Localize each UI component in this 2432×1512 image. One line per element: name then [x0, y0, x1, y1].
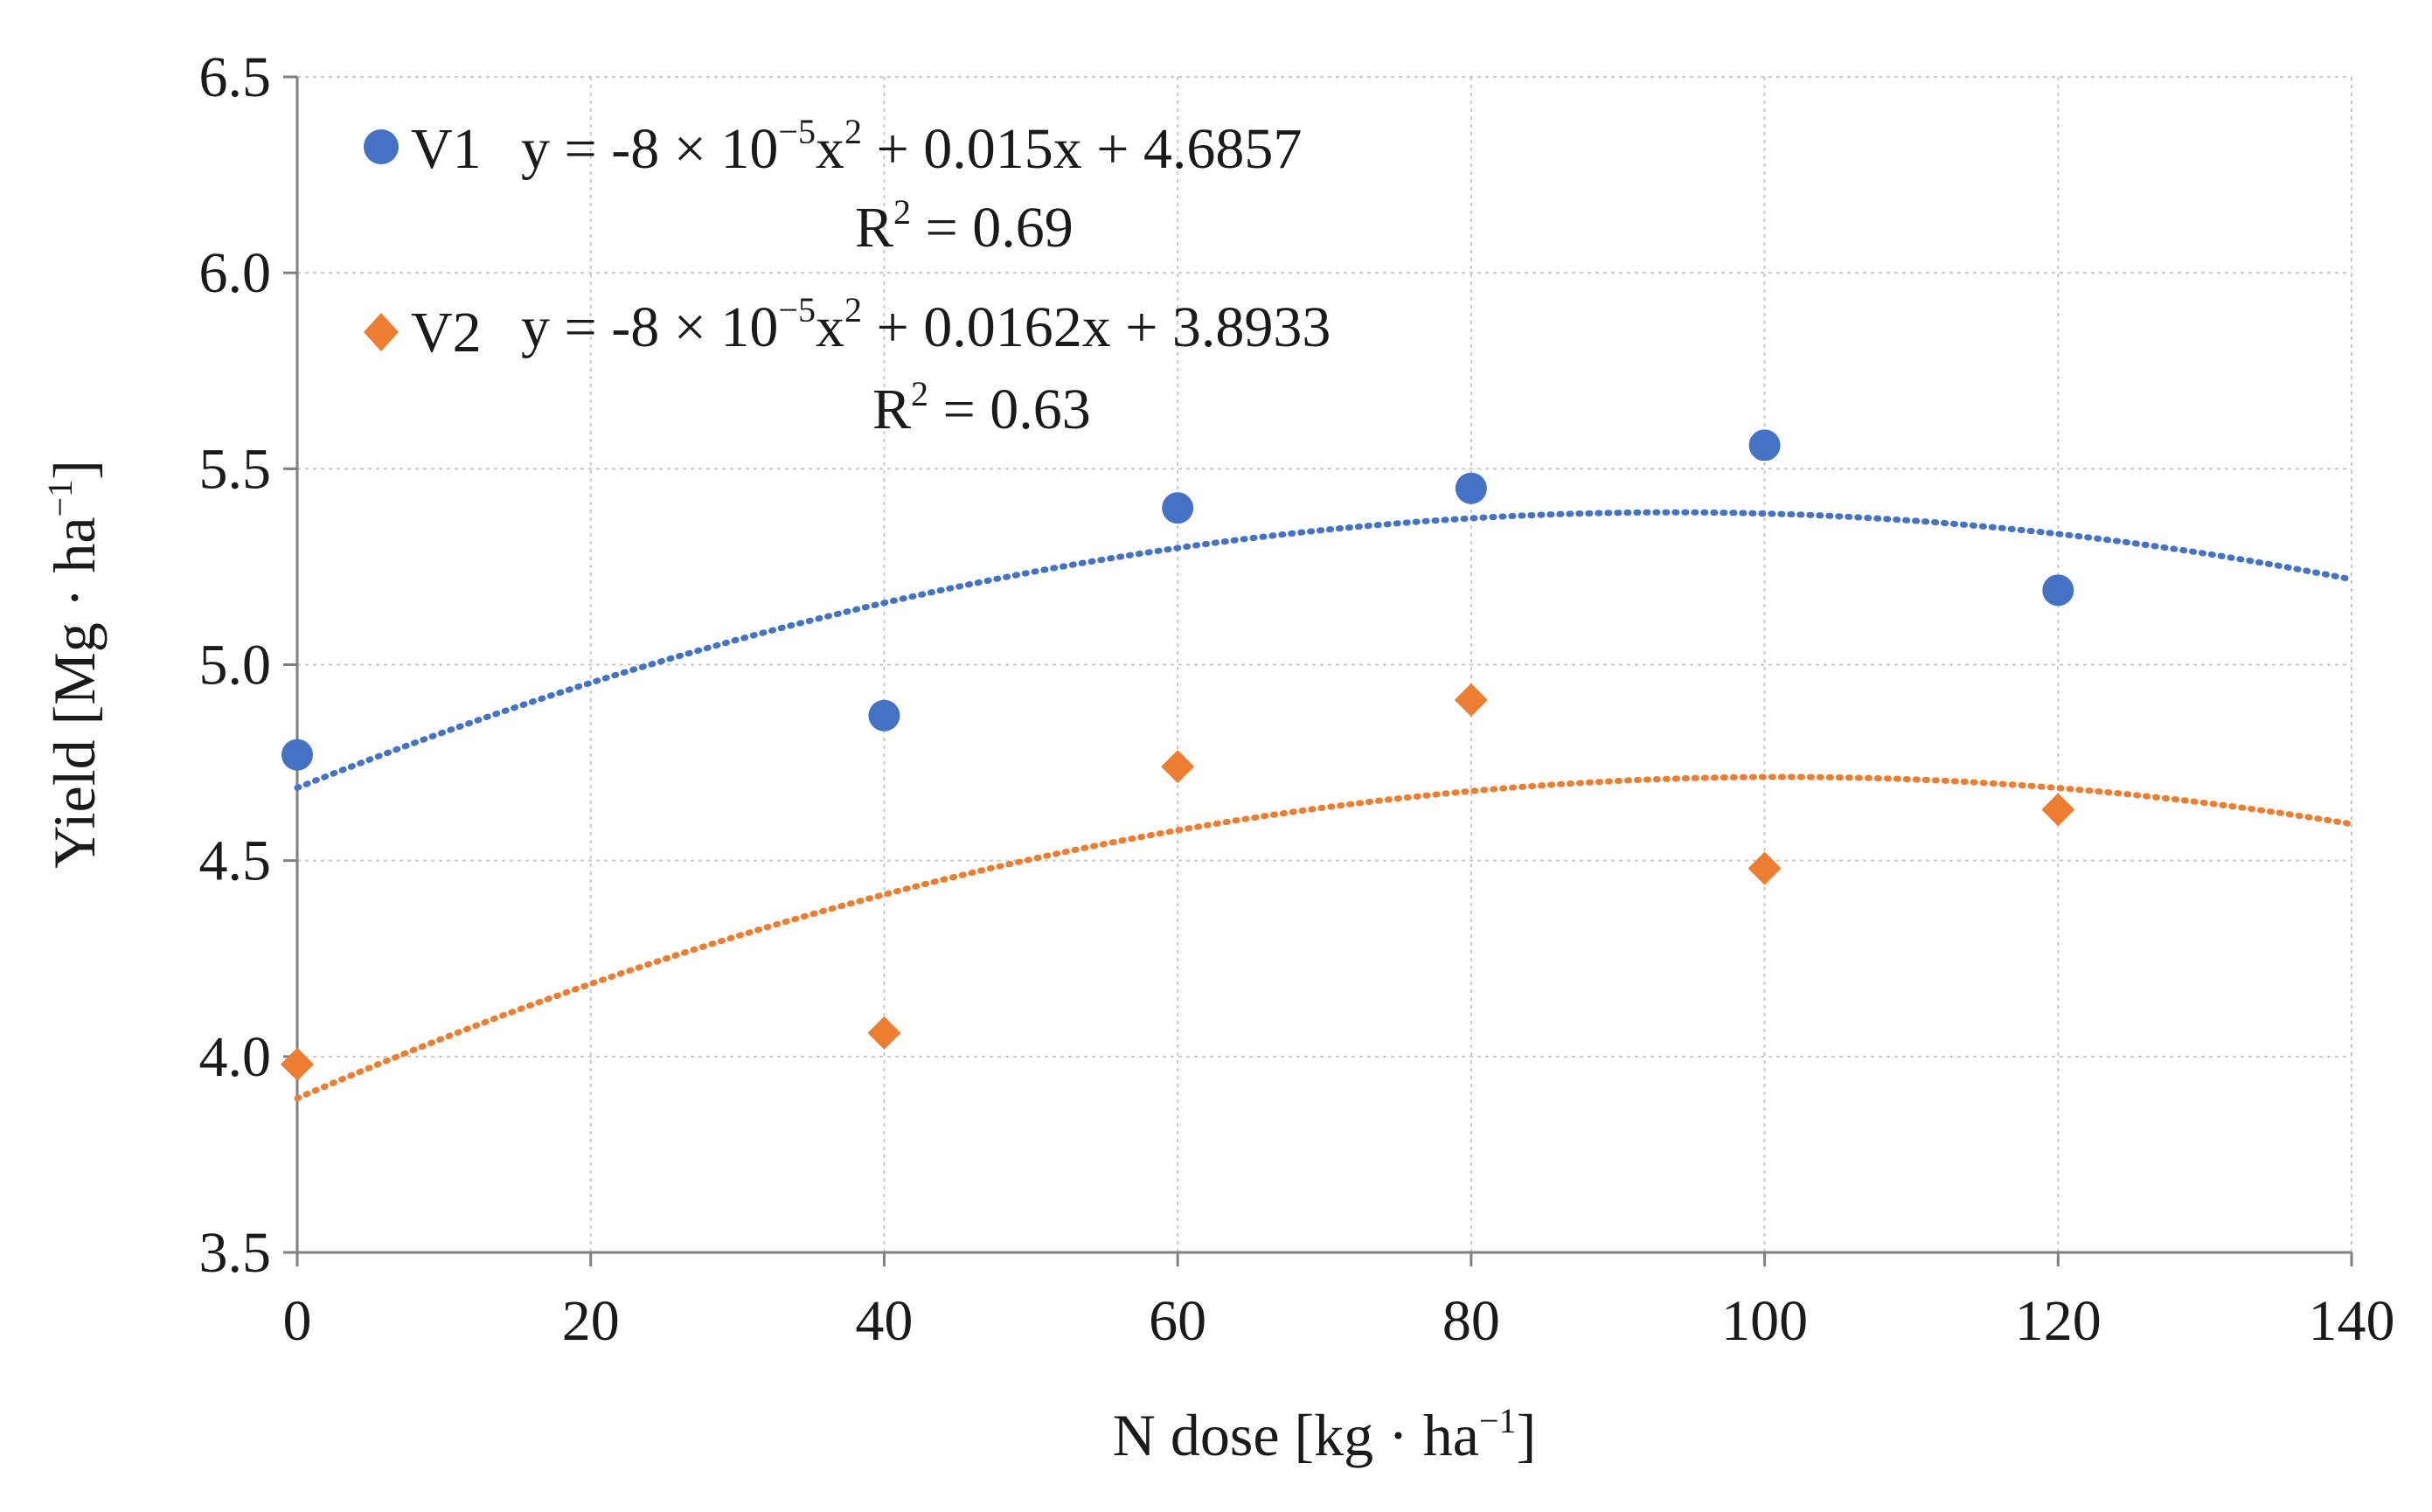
y-axis-title: Yield [Mg · ha−1]: [40, 460, 108, 868]
point-v1: [1748, 429, 1781, 461]
legend-v2-diamond-marker: [364, 313, 399, 351]
trendline-v1: [294, 509, 2355, 791]
point-v2: [1454, 683, 1488, 717]
x-tick-label: 60: [1149, 1289, 1206, 1353]
point-v2: [281, 1047, 314, 1081]
legend-v2-r-squared: R2 = 0.63: [872, 374, 1091, 441]
legend-entry-v2: V2 y = -8 × 10−5x2 + 0.0162x + 3.8933 R2…: [364, 290, 1331, 441]
legend: V1 y = -8 × 10−5x2 + 0.015x + 4.6857 R2 …: [364, 112, 1331, 441]
trendlines: [294, 509, 2355, 1102]
x-tick-label: 20: [562, 1289, 620, 1353]
y-tick-label: 6.5: [199, 45, 272, 109]
data-points: [281, 429, 2075, 1081]
y-tick-label: 6.0: [199, 241, 272, 305]
point-v2: [1161, 750, 1195, 784]
point-v1: [281, 739, 313, 771]
legend-v1-equation: y = -8 × 10−5x2 + 0.015x + 4.6857: [521, 112, 1302, 181]
trendline-v2: [294, 773, 2355, 1102]
grid-lines: [283, 75, 2353, 1266]
legend-v1-label: V1: [411, 117, 482, 181]
x-tick-label: 80: [1442, 1289, 1500, 1353]
x-tick-label: 40: [855, 1289, 913, 1353]
point-v2: [867, 1016, 901, 1050]
point-v2: [2041, 793, 2075, 827]
point-v1: [2042, 574, 2074, 607]
legend-v2-label: V2: [411, 301, 482, 364]
legend-v2-equation: y = -8 × 10−5x2 + 0.0162x + 3.8933: [521, 290, 1331, 359]
point-v2: [1748, 851, 1782, 885]
y-tick-label: 4.0: [199, 1025, 272, 1089]
legend-v1-r-squared: R2 = 0.69: [855, 192, 1074, 260]
legend-entry-v1: V1 y = -8 × 10−5x2 + 0.015x + 4.6857 R2 …: [364, 112, 1302, 260]
y-tick-label: 5.5: [199, 437, 272, 501]
x-tick-label: 0: [283, 1289, 312, 1353]
y-tick-label: 5.0: [199, 634, 272, 697]
x-axis-title: N dose [kg · ha−1]: [1113, 1401, 1536, 1468]
point-v1: [1455, 472, 1487, 504]
x-tick-label: 140: [2309, 1289, 2395, 1353]
x-tick-label: 120: [2015, 1289, 2102, 1353]
x-tick-labels: 0 20 40 60 80 100 120 140: [283, 1289, 2395, 1353]
y-tick-labels: 3.5 4.0 4.5 5.0 5.5 6.0 6.5: [199, 45, 272, 1285]
x-tick-label: 100: [1721, 1289, 1808, 1353]
point-v1: [868, 699, 900, 732]
y-tick-label: 3.5: [199, 1221, 272, 1285]
legend-v1-circle-marker: [364, 129, 399, 164]
point-v1: [1162, 492, 1194, 524]
y-tick-label: 4.5: [199, 829, 272, 893]
